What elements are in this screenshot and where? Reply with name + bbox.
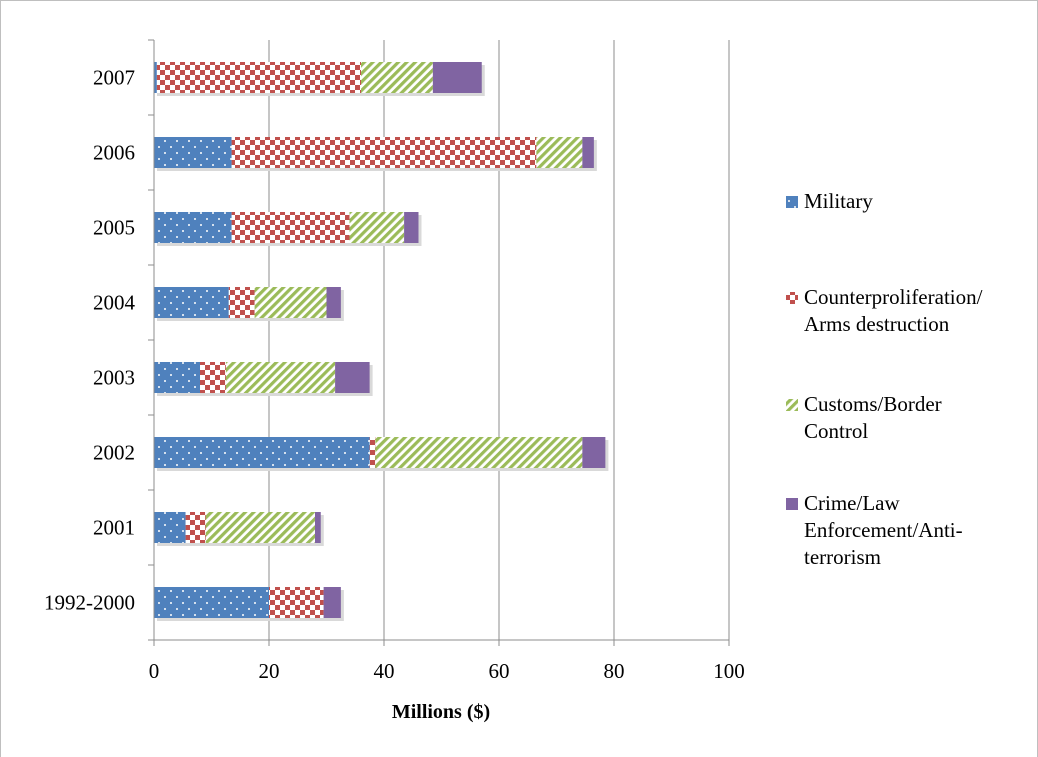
- bar-segment: [156, 62, 361, 93]
- x-tick-label: 60: [489, 659, 510, 683]
- bar-segment: [582, 437, 606, 468]
- bar-segment: [154, 287, 229, 318]
- legend-label: Counterproliferation/: [804, 285, 983, 309]
- bar-segment: [254, 287, 327, 318]
- y-tick-label: 2007: [93, 66, 135, 90]
- bar-segment: [225, 362, 336, 393]
- bar-segment: [154, 437, 370, 468]
- legend-swatch: [786, 498, 798, 510]
- bar-segment: [335, 362, 370, 393]
- bar-segment: [231, 137, 537, 168]
- bar-segment: [205, 512, 315, 543]
- bar-segment: [326, 287, 341, 318]
- legend-label: Crime/Law: [804, 491, 900, 515]
- x-tick-label: 0: [149, 659, 160, 683]
- bar-segment: [375, 437, 583, 468]
- legend-swatch: [786, 399, 798, 411]
- bar-segment: [269, 587, 324, 618]
- y-tick-label: 2003: [93, 366, 135, 390]
- bar-segment: [228, 287, 255, 318]
- bar-segment: [231, 212, 350, 243]
- bar-segment: [369, 437, 376, 468]
- legend-label: Control: [804, 419, 868, 443]
- bar-segment: [154, 512, 186, 543]
- y-tick-labels: 2007 2006 2005 2004 2003 2002 2001 1992-2000: [44, 66, 136, 615]
- y-tick-label: 2001: [93, 516, 135, 540]
- legend-label: Military: [804, 189, 873, 213]
- y-tick-label: 2006: [93, 141, 135, 165]
- gridlines: [268, 40, 730, 640]
- x-axis-title: Millions ($): [392, 701, 490, 723]
- x-tick-label: 80: [604, 659, 625, 683]
- x-tick-label: 20: [259, 659, 280, 683]
- legend-label: Arms destruction: [804, 312, 950, 336]
- legend-swatch: [786, 196, 798, 208]
- bar-segment: [361, 62, 433, 93]
- bar-segment: [536, 137, 583, 168]
- bar-segment: [432, 62, 482, 93]
- bars: [154, 62, 609, 621]
- bar-segment: [154, 587, 269, 618]
- bar-segment: [154, 62, 157, 93]
- bar-segment: [404, 212, 419, 243]
- axes: [148, 39, 730, 646]
- x-tick-label: 40: [374, 659, 395, 683]
- legend-swatch: [786, 292, 798, 304]
- legend-label: Customs/Border: [804, 392, 942, 416]
- y-tick-label: 1992-2000: [44, 591, 135, 615]
- y-tick-label: 2005: [93, 216, 135, 240]
- bar-segment: [349, 212, 405, 243]
- y-tick-label: 2004: [93, 291, 136, 315]
- bar-segment: [154, 137, 232, 168]
- bar-segment: [582, 137, 594, 168]
- bar-segment: [200, 362, 226, 393]
- bar-segment: [315, 512, 321, 543]
- x-tick-labels: 0 20 40 60 80 100: [149, 659, 745, 683]
- bar-segment: [323, 587, 341, 618]
- bar-segment: [185, 512, 206, 543]
- legend-label: Enforcement/Anti-: [804, 518, 963, 542]
- legend-label: terrorism: [804, 545, 881, 569]
- x-tick-label: 100: [713, 659, 745, 683]
- bar-segment: [154, 212, 232, 243]
- y-tick-label: 2002: [93, 441, 135, 465]
- bar-segment: [154, 362, 200, 393]
- legend: Military Counterproliferation/Arms destru…: [786, 189, 983, 569]
